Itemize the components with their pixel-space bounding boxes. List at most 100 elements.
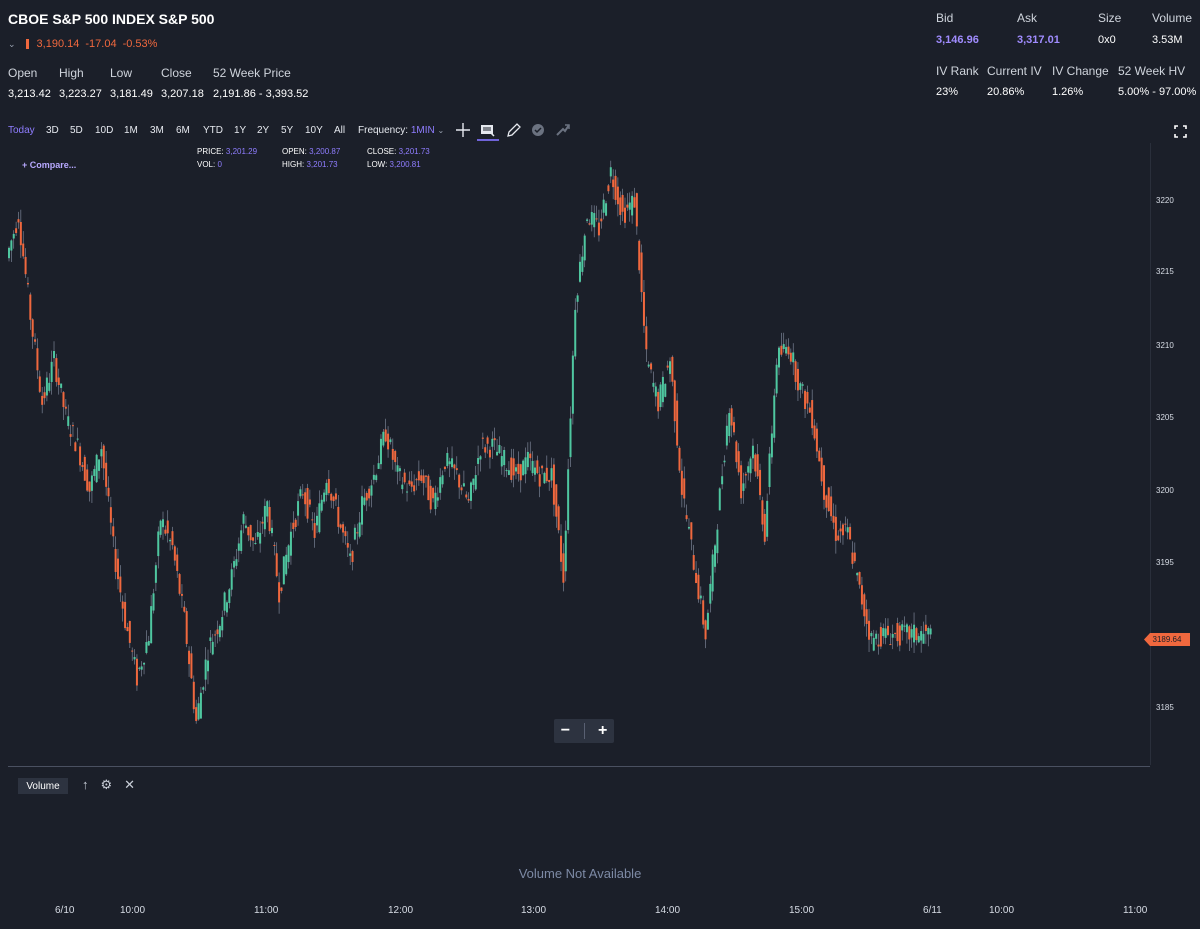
candle-body bbox=[650, 363, 653, 370]
candle-body bbox=[301, 494, 304, 496]
candle-body bbox=[207, 660, 210, 672]
x-tick-12-00: 12:00 bbox=[388, 905, 414, 916]
candle-body bbox=[19, 221, 22, 246]
candle-body bbox=[420, 475, 423, 481]
low-readout: LOW: 3,200.81 bbox=[367, 160, 421, 169]
candle-body bbox=[515, 467, 518, 472]
candle-body bbox=[567, 469, 570, 531]
range-1y[interactable]: 1Y bbox=[234, 124, 247, 136]
candle-body bbox=[270, 527, 273, 534]
candle-body bbox=[832, 515, 835, 523]
range-5y[interactable]: 5Y bbox=[281, 124, 294, 136]
candle-body bbox=[770, 433, 773, 458]
iv-value-rank: 23% bbox=[936, 86, 959, 98]
range-6m[interactable]: 6M bbox=[176, 124, 190, 136]
candle-body bbox=[441, 475, 444, 485]
gear-icon[interactable]: ⚙ bbox=[100, 777, 113, 792]
candle-body bbox=[90, 475, 93, 491]
x-tick-15-00: 15:00 bbox=[789, 905, 815, 916]
candle-body bbox=[183, 606, 186, 612]
candle-body bbox=[624, 207, 626, 223]
chevron-down-icon[interactable]: ⌄ bbox=[8, 38, 16, 49]
range-1m[interactable]: 1M bbox=[124, 124, 138, 136]
candle-body bbox=[507, 470, 510, 475]
candle-body bbox=[12, 233, 15, 239]
range-10y[interactable]: 10Y bbox=[305, 124, 323, 136]
candle-body bbox=[929, 628, 932, 635]
candle-body bbox=[851, 552, 854, 564]
range-2y[interactable]: 2Y bbox=[257, 124, 270, 136]
zoom-out-button[interactable]: − bbox=[560, 722, 571, 739]
range-5d[interactable]: 5D bbox=[70, 124, 83, 136]
price-change: -17.04 bbox=[85, 38, 117, 50]
candle-body bbox=[583, 235, 586, 261]
candle-body bbox=[787, 346, 790, 355]
candle-body bbox=[124, 601, 127, 629]
candle-body bbox=[574, 309, 577, 357]
candle-body bbox=[131, 650, 134, 652]
candle-body bbox=[379, 438, 382, 465]
range-all[interactable]: All bbox=[334, 124, 346, 136]
candle-body bbox=[159, 520, 162, 535]
candle-body bbox=[493, 438, 496, 441]
frequency-select[interactable]: Frequency: 1MIN ⌄ bbox=[358, 122, 444, 138]
candle-body bbox=[389, 439, 392, 443]
candle-body bbox=[145, 642, 148, 653]
candle-body bbox=[640, 252, 643, 293]
share-icon[interactable] bbox=[552, 121, 574, 139]
candle-body bbox=[410, 481, 413, 487]
candle-body bbox=[510, 457, 513, 480]
stat-label-high: High bbox=[59, 66, 84, 80]
candle-body bbox=[595, 218, 598, 220]
candle-body bbox=[403, 472, 406, 483]
close-icon[interactable]: ✕ bbox=[124, 777, 136, 792]
candle-body bbox=[841, 524, 844, 536]
candle-body bbox=[119, 576, 122, 593]
panel-divider[interactable] bbox=[8, 766, 1150, 767]
frequency-value: 1MIN bbox=[410, 124, 435, 136]
instrument-title: CBOE S&P 500 INDEX S&P 500 bbox=[8, 11, 215, 27]
candle-body bbox=[602, 199, 605, 213]
candle-body bbox=[280, 587, 283, 591]
range-3m[interactable]: 3M bbox=[150, 124, 164, 136]
candle-body bbox=[687, 526, 690, 529]
candle-body bbox=[26, 282, 29, 285]
range-10d[interactable]: 10D bbox=[95, 124, 114, 136]
volume-tab[interactable]: Volume bbox=[18, 778, 68, 794]
candle-body bbox=[278, 582, 281, 603]
candle-body bbox=[500, 456, 503, 467]
candle-body bbox=[342, 524, 345, 533]
candle-body bbox=[657, 391, 660, 412]
study-icon[interactable] bbox=[477, 121, 499, 141]
candle-body bbox=[524, 457, 527, 475]
candle-body bbox=[216, 629, 219, 635]
candle-body bbox=[884, 628, 887, 638]
compare-button[interactable]: + Compare... bbox=[22, 160, 77, 170]
candle-body bbox=[732, 422, 735, 433]
candle-body bbox=[789, 352, 792, 362]
candle-body bbox=[600, 218, 603, 222]
candle-body bbox=[818, 450, 821, 462]
range-today[interactable]: Today bbox=[8, 124, 35, 136]
price-chart[interactable] bbox=[0, 143, 1150, 765]
candle-body bbox=[22, 243, 25, 257]
candle-body bbox=[474, 475, 477, 490]
candle-body bbox=[631, 195, 634, 216]
arrow-up-icon[interactable]: ↑ bbox=[82, 777, 89, 792]
candle-body bbox=[60, 383, 63, 388]
candle-body bbox=[36, 348, 39, 371]
frequency-label: Frequency: bbox=[358, 124, 409, 136]
pencil-icon[interactable] bbox=[502, 121, 524, 139]
crosshair-icon[interactable] bbox=[452, 121, 474, 139]
candle-body bbox=[88, 481, 91, 492]
candle-body bbox=[67, 416, 70, 426]
candle-body bbox=[43, 392, 46, 399]
zoom-in-button[interactable]: + bbox=[597, 722, 608, 739]
fullscreen-icon[interactable] bbox=[1174, 125, 1187, 138]
range-3d[interactable]: 3D bbox=[46, 124, 59, 136]
iv-value-52wk-hv: 5.00% - 97.00% bbox=[1118, 86, 1197, 98]
candle-body bbox=[642, 292, 645, 326]
candle-body bbox=[652, 382, 655, 387]
check-circle-icon[interactable] bbox=[527, 121, 549, 139]
range-ytd[interactable]: YTD bbox=[203, 124, 223, 136]
